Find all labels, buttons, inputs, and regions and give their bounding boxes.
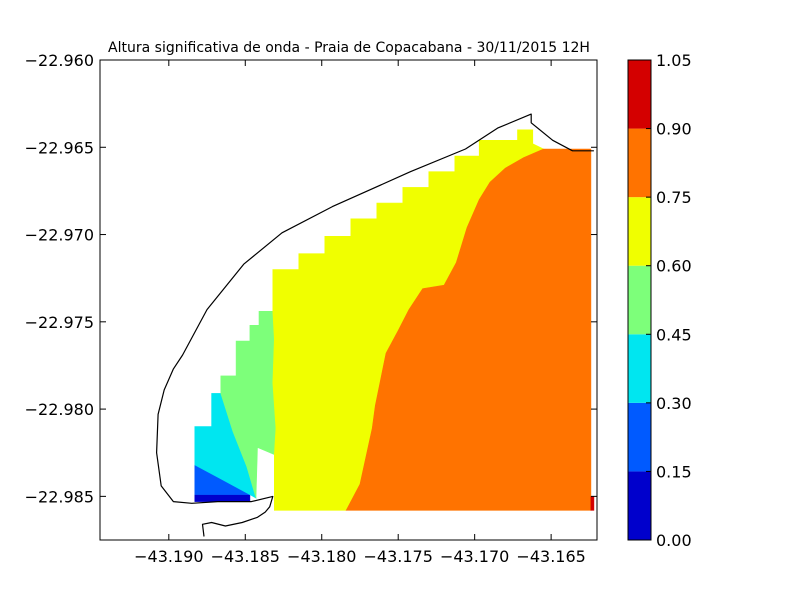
colorbar-label: 0.00 bbox=[656, 531, 692, 550]
colorbar-label: 0.15 bbox=[656, 462, 692, 481]
plot-area: −43.190 −43.185 −43.180 −43.175 −43.170 −43.1… bbox=[25, 51, 598, 566]
y-tick-label: −22.980 bbox=[25, 400, 94, 419]
x-tick-label: −43.180 bbox=[287, 547, 356, 566]
x-tick-label: −43.185 bbox=[211, 547, 280, 566]
coastline bbox=[156, 113, 594, 537]
x-axis: −43.190 −43.185 −43.180 −43.175 −43.170 −43.1… bbox=[134, 60, 586, 566]
colorbar-label: 0.60 bbox=[656, 257, 692, 276]
x-tick-label: −43.170 bbox=[440, 547, 509, 566]
colorbar-frame bbox=[627, 59, 652, 541]
colorbar: 0.00 0.15 0.30 0.45 0.60 0.75 0.90 1.05 bbox=[627, 51, 692, 550]
chart-title: Altura significativa de onda - Praia de … bbox=[108, 40, 590, 56]
y-axis: −22.960 −22.965 −22.970 −22.975 −22.980 −22.9… bbox=[25, 51, 597, 506]
y-tick-label: −22.970 bbox=[25, 226, 94, 245]
x-tick-label: −43.165 bbox=[516, 547, 585, 566]
wave-region-5 bbox=[345, 148, 592, 511]
colorbar-segment bbox=[628, 60, 651, 129]
colorbar-label: 1.05 bbox=[656, 51, 692, 70]
x-tick-label: −43.175 bbox=[364, 547, 433, 566]
plot-frame bbox=[99, 59, 598, 541]
colorbar-label: 0.45 bbox=[656, 325, 692, 344]
colorbar-segment bbox=[628, 402, 651, 472]
colorbar-segment bbox=[628, 128, 651, 198]
colorbar-segment bbox=[628, 471, 651, 540]
colorbar-segment bbox=[628, 265, 651, 335]
y-tick-label: −22.985 bbox=[25, 487, 94, 506]
y-tick-label: −22.960 bbox=[25, 51, 94, 70]
y-tick-label: −22.975 bbox=[25, 313, 94, 332]
y-tick-label: −22.965 bbox=[25, 138, 94, 157]
colorbar-segment bbox=[628, 197, 651, 266]
colorbar-label: 0.30 bbox=[656, 394, 692, 413]
colorbar-label: 0.75 bbox=[656, 188, 692, 207]
x-tick-label: −43.190 bbox=[134, 547, 203, 566]
wave-region-6 bbox=[590, 496, 595, 511]
colorbar-segment bbox=[628, 334, 651, 403]
colorbar-label: 0.90 bbox=[656, 120, 692, 139]
wave-region-0 bbox=[194, 494, 251, 502]
wave-height-regions bbox=[194, 129, 595, 511]
